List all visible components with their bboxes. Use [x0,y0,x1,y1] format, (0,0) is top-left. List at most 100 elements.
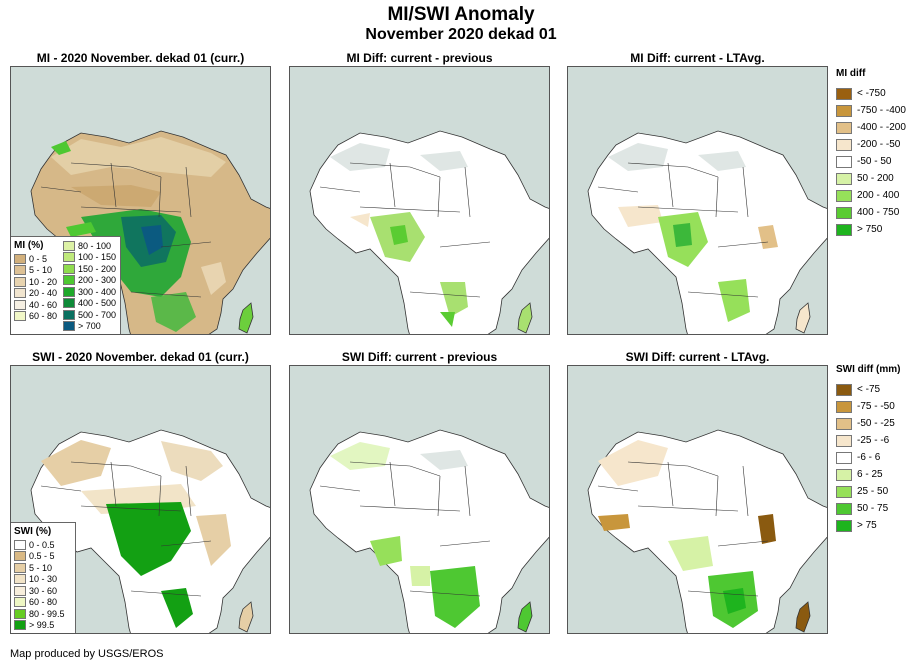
legend-swatch [836,172,852,185]
legend-swatch [63,321,76,332]
legend-swatch [836,434,852,447]
legend-label: 60 - 80 [29,311,58,322]
mi-legend-item: 80 - 100 [63,240,116,252]
legend-label: 500 - 700 [78,309,117,320]
swi-diff-legend-item: 6 - 25 [836,466,900,483]
mi-legend-item: 40 - 60 [14,299,57,311]
legend-label: 30 - 60 [29,585,58,596]
legend-label: 0 - 5 [29,253,48,264]
legend-label: -200 - -50 [857,139,901,150]
mi-diff-legend-item: -50 - 50 [836,153,906,170]
legend-swatch [14,299,26,310]
legend-swatch [14,539,26,550]
legend-swatch [836,189,852,202]
legend-label: -750 - -400 [857,105,906,116]
mi-legend-item: 400 - 500 [63,298,116,310]
mi-diff-legend-item: < -750 [836,85,906,102]
map-swi-current: SWI (%) 0 - 0.5 0.5 - 5 5 - 10 10 - 30 3… [10,365,271,634]
legend-label: 6 - 25 [857,469,883,480]
map-mi-diff-prev [289,66,550,335]
swi-diff-legend-item: -75 - -50 [836,398,900,415]
panel-title-mi-diff-prev: MI Diff: current - previous [346,51,493,65]
legend-swatch [836,400,852,413]
legend-swatch [63,309,76,320]
legend-label: -50 - -25 [857,418,895,429]
mi-legend-item: 200 - 300 [63,275,116,287]
legend-label: 150 - 200 [78,263,117,274]
legend-label: -400 - -200 [857,122,906,133]
mi-legend-item: 60 - 80 [14,311,57,323]
legend-swatch [14,253,26,264]
swi-diff-legend-item: 25 - 50 [836,483,900,500]
legend-label: -6 - 6 [857,452,881,463]
map-swi-diff-prev [289,365,550,634]
swi-legend-item: 0.5 - 5 [14,551,65,563]
legend-swatch [836,104,852,117]
mi-diff-legend-item: 400 - 750 [836,204,906,221]
mi-legend-item: 5 - 10 [14,265,57,277]
mi-diff-legend-item: 50 - 200 [836,170,906,187]
legend-swatch [14,311,26,322]
legend-swatch [14,265,26,276]
legend-label: 80 - 100 [78,240,112,251]
panel-title-mi-diff-lta: MI Diff: current - LTAvg. [630,51,765,65]
swi-diff-legend-item: -6 - 6 [836,449,900,466]
legend-label: > 75 [857,520,877,531]
mi-legend-item: 10 - 20 [14,276,57,288]
swi-legend-item: 60 - 80 [14,597,65,609]
mi-legend-item: 100 - 150 [63,252,116,264]
map-swi-diff-lta [567,365,828,634]
legend-swatch [14,574,26,585]
swi-diff-legend: SWI diff (mm) < -75 -75 - -50 -50 - -25 … [836,364,900,534]
main-subtitle: November 2020 dekad 01 [365,26,557,43]
legend-label: 400 - 750 [857,207,900,218]
legend-swatch [836,502,852,515]
map-mi-current: MI (%) 0 - 5 5 - 10 10 - 20 20 - 40 40 -… [10,66,271,335]
legend-label: 20 - 40 [29,288,58,299]
swi-legend-item: 80 - 99.5 [14,608,65,620]
legend-label: 200 - 300 [78,275,117,286]
legend-swatch [14,585,26,596]
mi-legend-item: 300 - 400 [63,286,116,298]
legend-swatch [836,451,852,464]
mi-diff-legend-title: MI diff [836,68,866,79]
legend-label: -25 - -6 [857,435,890,446]
swi-diff-legend-item: > 75 [836,517,900,534]
legend-swatch [14,288,26,299]
main-title: MI/SWI Anomaly [387,4,535,25]
legend-label: < -75 [857,384,881,395]
mi-current-legend: MI (%) 0 - 5 5 - 10 10 - 20 20 - 40 40 -… [11,236,122,334]
legend-swatch [836,383,852,396]
swi-legend-item: 10 - 30 [14,574,65,586]
mi-diff-legend-item: > 750 [836,221,906,238]
legend-swatch [63,252,76,263]
legend-swatch [14,276,26,287]
legend-label: -75 - -50 [857,401,895,412]
mi-diff-legend-item: 200 - 400 [836,187,906,204]
legend-label: 80 - 99.5 [29,608,65,619]
legend-label: -50 - 50 [857,156,892,167]
legend-swatch [14,562,26,573]
mi-legend-item: 500 - 700 [63,309,116,321]
legend-label: 300 - 400 [78,286,117,297]
mi-legend-item: 150 - 200 [63,263,116,275]
legend-swatch [836,223,852,236]
panel-title-swi-current: SWI - 2020 November. dekad 01 (curr.) [32,350,249,364]
swi-legend-item: 0 - 0.5 [14,539,65,551]
legend-swatch [836,121,852,134]
mi-diff-legend-item: -400 - -200 [836,119,906,136]
swi-diff-legend-item: 50 - 75 [836,500,900,517]
mi-legend-item: 20 - 40 [14,288,57,300]
legend-swatch [63,298,76,309]
legend-label: 50 - 75 [857,503,889,514]
credit-footer: Map produced by USGS/EROS [10,648,164,660]
legend-swatch [836,155,852,168]
panel-title-mi-current: MI - 2020 November. dekad 01 (curr.) [36,51,245,65]
legend-label: 50 - 200 [857,173,894,184]
legend-label: > 700 [78,321,101,332]
mi-diff-legend-item: -750 - -400 [836,102,906,119]
legend-swatch [14,551,26,562]
legend-swatch [63,263,76,274]
legend-label: 10 - 30 [29,574,58,585]
swi-legend-item: 5 - 10 [14,562,65,574]
